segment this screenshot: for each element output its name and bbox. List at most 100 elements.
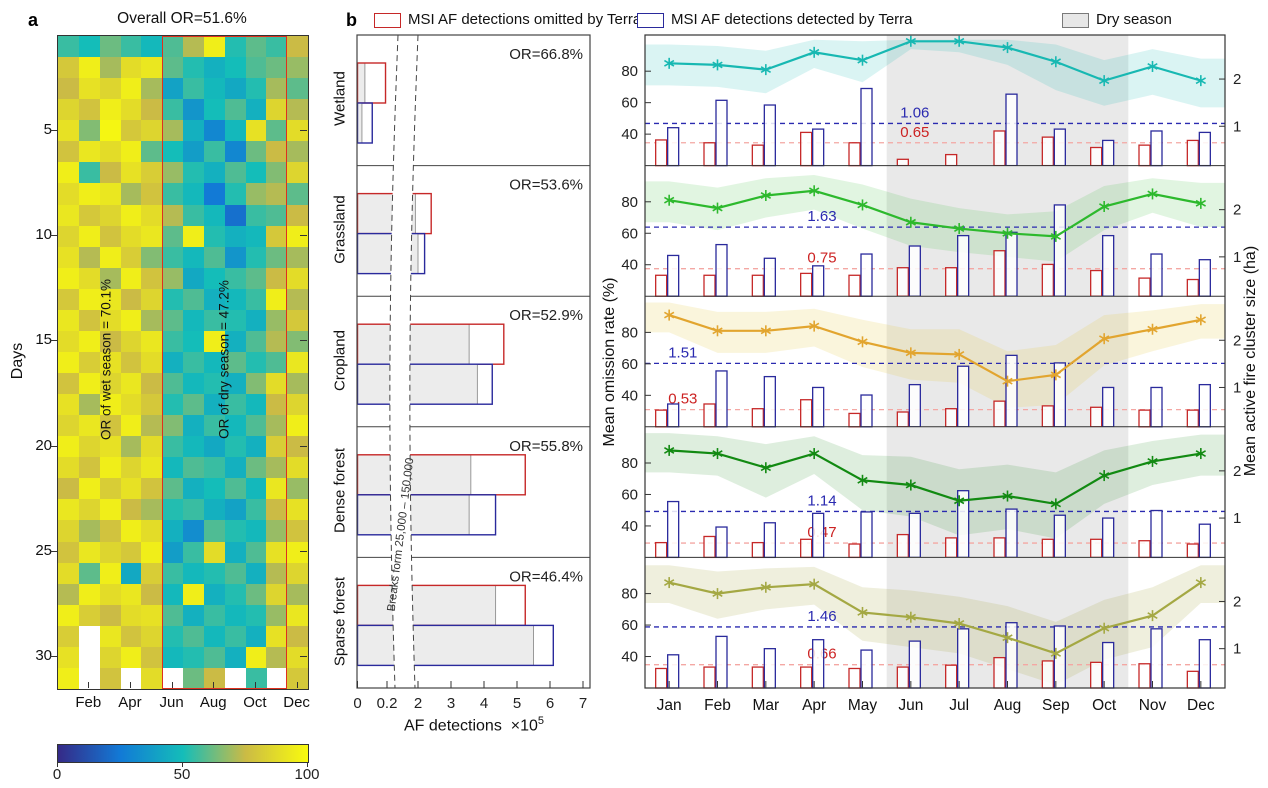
heatmap-cell [287, 162, 309, 184]
cluster-bar-omitted [993, 400, 1006, 428]
heatmap-cell [58, 373, 80, 395]
heatmap-cell [287, 120, 309, 142]
heatmap-cell [162, 141, 184, 163]
heatmap-cell [203, 204, 226, 227]
heatmap-cell [58, 394, 80, 416]
bar-dry-season-fill [357, 364, 478, 405]
heatmap-cell [183, 562, 205, 585]
heatmap-cell [120, 625, 142, 648]
omission-rate-line [669, 449, 1202, 506]
cluster-bar-omitted [751, 408, 764, 428]
heatmap-cell [141, 183, 163, 205]
left-tick-label: 80 [621, 586, 638, 603]
cluster-bar-detected [1005, 231, 1018, 297]
heatmap-cell [183, 457, 205, 479]
cluster-bar-detected [1005, 93, 1018, 167]
left-tick-label: 40 [621, 126, 638, 143]
heatmap-cell [58, 499, 80, 521]
heatmap-cell [99, 78, 121, 100]
heatmap-cell [183, 373, 205, 395]
month-tick-label: Oct [1092, 697, 1117, 714]
cluster-bar-detected [860, 253, 873, 297]
asterisk-marker [1002, 229, 1013, 237]
asterisk-marker [1099, 77, 1110, 85]
cluster-bar-detected [667, 127, 680, 167]
heatmap-cell [120, 436, 142, 458]
mean-omitted-label: 0.75 [807, 250, 836, 267]
asterisk-marker [664, 446, 675, 454]
month-tick-label: May [848, 697, 878, 714]
asterisk-marker [857, 609, 868, 616]
heatmap-cell [266, 36, 288, 58]
omission-rate-line [668, 314, 1202, 383]
heatmap-y-tick-label: 20 [35, 436, 52, 454]
cluster-bar-omitted [1090, 661, 1103, 689]
heatmap-cell [162, 99, 184, 121]
cluster-bar-omitted [1090, 406, 1103, 428]
heatmap-cell [99, 457, 121, 479]
heatmap-y-tick-label: 10 [35, 226, 52, 244]
cluster-bar-omitted [848, 667, 861, 689]
heatmap-cell [78, 78, 101, 100]
heatmap-cell [287, 330, 309, 353]
cluster-bar-omitted [896, 267, 909, 297]
heatmap-cell [78, 36, 101, 58]
heatmap-cell [58, 225, 80, 248]
heatmap-y-tick [50, 340, 57, 342]
heatmap-cell [120, 604, 142, 627]
heatmap-cell [58, 78, 80, 100]
cluster-bar-omitted [703, 666, 716, 689]
asterisk-marker [1099, 335, 1110, 343]
category-label: Wetland [331, 71, 349, 127]
heatmap-cell [266, 604, 288, 627]
dry-season-annotation: OR of dry season = 47.2% [216, 280, 232, 439]
month-tick-label: Mar [752, 697, 779, 714]
heatmap [57, 35, 309, 690]
heatmap-cell [245, 78, 267, 100]
heatmap-cell [141, 646, 163, 669]
heatmap-cell [287, 183, 309, 205]
heatmap-cell [58, 478, 80, 500]
cluster-bar-omitted [703, 274, 716, 297]
asterisk-marker [1099, 624, 1110, 632]
heatmap-cell [245, 646, 267, 669]
heatmap-cell [141, 330, 163, 353]
cluster-bar-detected [812, 639, 825, 689]
heatmap-cell [183, 141, 205, 163]
asterisk-marker [857, 476, 868, 484]
heatmap-cell [224, 120, 246, 142]
asterisk-marker [1195, 316, 1206, 324]
heatmap-cell [162, 183, 184, 205]
month-tick-label: Jun [898, 697, 923, 714]
heatmap-cell [287, 562, 309, 585]
heatmap-cell [266, 520, 288, 543]
heatmap-cell [162, 646, 184, 669]
barh-x-tick-label: 0 [353, 695, 361, 712]
heatmap-cell [78, 288, 101, 311]
heatmap-cell [99, 541, 121, 564]
cluster-bar-detected [715, 526, 728, 559]
asterisk-marker [712, 590, 723, 598]
heatmap-cell [141, 520, 163, 543]
heatmap-cell [78, 246, 101, 269]
timeseries-border [644, 34, 1226, 689]
heatmap-cell [287, 499, 309, 521]
panel-b-label: b [346, 10, 357, 30]
cluster-bar-omitted [800, 399, 813, 428]
heatmap-cell [183, 204, 205, 227]
heatmap-cell [120, 394, 142, 416]
heatmap-cell [120, 57, 142, 79]
heatmap-cell [58, 667, 80, 690]
cluster-bar-detected [763, 375, 776, 428]
heatmap-cell [245, 373, 267, 395]
heatmap-cell [266, 246, 288, 269]
heatmap-cell [224, 309, 246, 332]
left-tick-label: 60 [621, 617, 638, 634]
month-tick-label: Sep [1042, 697, 1070, 714]
heatmap-cell [183, 183, 205, 205]
colorbar-tick [307, 762, 308, 767]
cluster-bar-detected [812, 512, 825, 559]
barh-x-tick-label: 4 [480, 695, 488, 712]
cluster-bar-omitted [945, 537, 958, 559]
heatmap-cell [245, 604, 267, 627]
